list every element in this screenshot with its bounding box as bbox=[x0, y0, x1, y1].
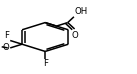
Text: O: O bbox=[72, 31, 79, 40]
Text: F: F bbox=[43, 59, 48, 68]
Text: OH: OH bbox=[75, 7, 88, 16]
Text: F: F bbox=[5, 31, 10, 40]
Text: O: O bbox=[3, 43, 10, 52]
